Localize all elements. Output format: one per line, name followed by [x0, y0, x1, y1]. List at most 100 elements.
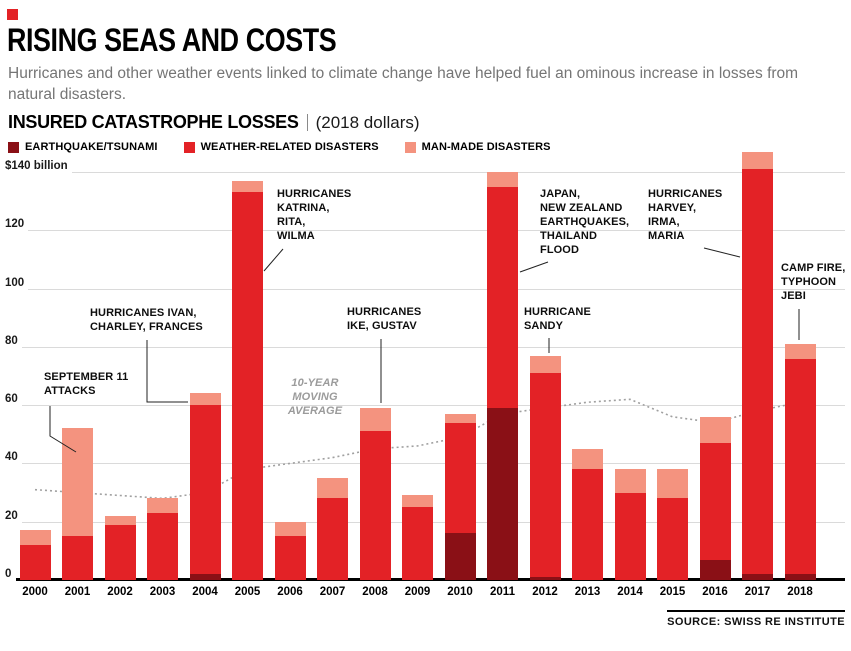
bar-segment-2015 — [657, 498, 688, 580]
annotation-camp-fire-jebi: CAMP FIRE, TYPHOON JEBI — [781, 262, 846, 302]
bar-segment-2006 — [274, 536, 306, 580]
bar-segment-2012 — [529, 355, 561, 374]
x-axis-label: 2018 — [787, 586, 813, 598]
x-axis-label: 2017 — [744, 586, 771, 598]
x-axis-label: 2012 — [532, 586, 558, 598]
y-axis-top-label: $140 billion — [5, 160, 72, 173]
bar-segment-2000 — [19, 545, 51, 580]
bar-segment-2002 — [104, 524, 136, 580]
bar-segment-2004 — [189, 405, 221, 575]
manmade-swatch-icon — [404, 141, 416, 153]
y-axis-label: 80 — [5, 334, 22, 348]
bar-segment-2016 — [699, 416, 731, 444]
chart-title-units: (2018 dollars) — [315, 112, 420, 132]
x-axis-label: 2002 — [107, 586, 133, 598]
bar-segment-2008 — [359, 408, 391, 432]
y-axis-label: 40 — [5, 451, 22, 465]
gridline — [16, 288, 845, 290]
bar-segment-2015 — [657, 469, 688, 499]
chart-header: INSURED CATASTROPHE LOSSES (2018 dollars… — [8, 112, 420, 133]
x-axis-label: 2010 — [447, 586, 473, 598]
x-axis-label: 2016 — [702, 586, 728, 598]
bar-segment-2012 — [529, 577, 561, 580]
legend: EARTHQUAKE/TSUNAMI WEATHER-RELATED DISAS… — [8, 141, 551, 153]
x-axis-label: 2007 — [319, 586, 346, 598]
bar-segment-2004 — [189, 574, 221, 580]
bar-segment-2012 — [529, 373, 561, 578]
bar-segment-2014 — [614, 469, 646, 493]
legend-label: WEATHER-RELATED DISASTERS — [200, 141, 379, 153]
legend-item-weather: WEATHER-RELATED DISASTERS — [183, 141, 379, 153]
source-attribution: SOURCE: SWISS RE INSTITUTE — [667, 616, 845, 628]
gridline — [16, 346, 845, 348]
annotation-moving-average: 10-YEAR MOVING AVERAGE — [287, 377, 343, 417]
bar-segment-2016 — [699, 443, 731, 560]
x-axis-label: 2011 — [490, 586, 515, 598]
bar-segment-2013 — [572, 469, 603, 580]
bar-segment-2018 — [784, 343, 816, 359]
legend-label: EARTHQUAKE/TSUNAMI — [25, 141, 158, 153]
x-axis-label: 2004 — [192, 586, 218, 598]
bar-segment-2016 — [699, 559, 731, 580]
page-title: RISING SEAS AND COSTS — [7, 22, 337, 58]
annotation-ivan-charley-frances: HURRICANES IVAN, CHARLEY, FRANCES — [90, 307, 203, 333]
y-axis-label: 100 — [5, 276, 29, 290]
x-axis-label: 2000 — [22, 586, 48, 598]
bar-segment-2011 — [487, 186, 518, 409]
bar-segment-2017 — [742, 169, 773, 575]
bar-segment-2018 — [784, 358, 816, 575]
x-axis-label: 2009 — [404, 586, 431, 598]
weather-swatch-icon — [183, 141, 195, 153]
y-axis-label: 20 — [5, 509, 22, 523]
bar-segment-2003 — [147, 512, 178, 580]
annotation-ike-gustav: HURRICANES IKE, GUSTAV — [347, 306, 422, 332]
annotation-katrina-rita-wilma: HURRICANES KATRINA, RITA, WILMA — [277, 188, 352, 242]
x-axis-label: 2008 — [362, 586, 388, 598]
bar-segment-2005 — [232, 192, 263, 580]
y-axis-label: 120 — [5, 218, 29, 232]
annotation-japan-nz-thailand: JAPAN, NEW ZEALAND EARTHQUAKES, THAILAND… — [540, 188, 630, 256]
legend-label: MAN-MADE DISASTERS — [421, 141, 551, 153]
bar-segment-2009 — [402, 495, 433, 508]
bar-segment-2002 — [104, 515, 136, 525]
legend-item-earthquake: EARTHQUAKE/TSUNAMI — [8, 141, 158, 153]
y-axis-label: 60 — [5, 393, 22, 407]
legend-item-manmade: MAN-MADE DISASTERS — [404, 141, 551, 153]
bar-segment-2010 — [444, 422, 476, 534]
bar-segment-2014 — [614, 492, 646, 580]
annotation-september-11: SEPTEMBER 11 ATTACKS — [44, 371, 129, 397]
bar-segment-2006 — [274, 521, 306, 537]
bar-segment-2008 — [359, 431, 391, 580]
annotation-hurricane-sandy: HURRICANE SANDY — [524, 306, 591, 332]
gridline — [16, 405, 845, 407]
bar-segment-2011 — [487, 408, 518, 580]
bar-segment-2004 — [189, 393, 221, 406]
bar-segment-2005 — [232, 180, 263, 193]
bar-segment-2009 — [402, 507, 433, 580]
x-axis-label: 2014 — [617, 586, 643, 598]
bar-segment-2018 — [784, 574, 816, 580]
annotation-harvey-irma-maria: HURRICANES HARVEY, IRMA, MARIA — [648, 188, 723, 242]
y-axis-label: 0 — [5, 568, 16, 581]
x-axis-label: 2013 — [574, 586, 601, 598]
bar-segment-2010 — [444, 533, 476, 580]
chart-title: INSURED CATASTROPHE LOSSES — [8, 112, 299, 132]
bar-segment-2007 — [317, 478, 348, 499]
earthquake-swatch-icon — [8, 141, 19, 153]
bar-segment-2000 — [19, 530, 51, 546]
bar-segment-2013 — [572, 448, 603, 470]
x-axis-label: 2001 — [64, 586, 91, 598]
bar-segment-2007 — [317, 498, 348, 580]
bar-segment-2017 — [742, 574, 773, 580]
x-axis-label: 2005 — [234, 586, 261, 598]
bar-segment-2001 — [62, 428, 93, 537]
x-axis-label: 2015 — [659, 586, 686, 598]
bar-segment-2011 — [487, 172, 518, 187]
bar-segment-2017 — [742, 151, 773, 170]
bar-segment-2001 — [62, 536, 93, 580]
source-rule — [667, 610, 845, 612]
x-axis-label: 2003 — [149, 586, 176, 598]
page-subtitle: Hurricanes and other weather events link… — [8, 65, 799, 103]
bar-segment-2003 — [147, 498, 178, 513]
